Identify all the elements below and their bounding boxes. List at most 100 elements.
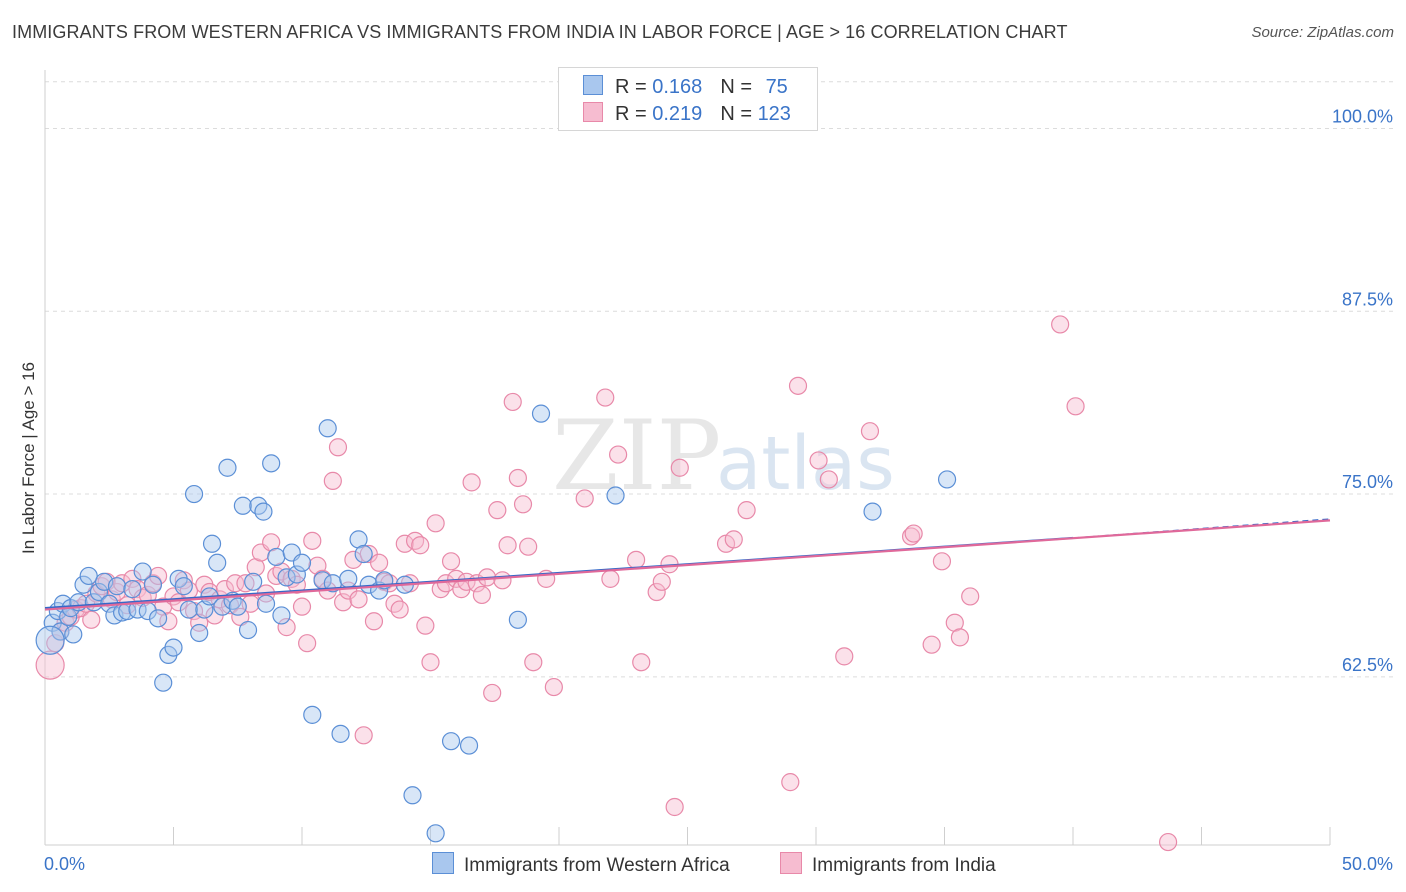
data-point: [277, 568, 296, 587]
data-point: [459, 736, 479, 755]
y-tick-label: 62.5%: [1342, 655, 1393, 675]
data-point: [123, 580, 142, 599]
legend-swatch-blue: [583, 75, 603, 95]
data-point: [292, 597, 312, 616]
data-point: [303, 705, 322, 724]
data-point: [781, 773, 800, 792]
data-point: [334, 593, 353, 612]
x-tick-label-min: 0.0%: [44, 854, 85, 874]
data-point: [626, 550, 646, 569]
data-point: [1158, 832, 1178, 852]
data-point: [508, 468, 527, 488]
data-point: [665, 797, 684, 817]
data-point: [208, 553, 227, 572]
bottom-legend-swatch-pink: [780, 852, 802, 874]
data-point: [190, 623, 209, 643]
data-point: [254, 502, 273, 521]
bottom-legend-western-africa: Immigrants from Western Africa: [432, 852, 730, 877]
data-point: [262, 454, 281, 473]
data-point: [937, 470, 957, 489]
y-tick-labels: 62.5% 75.0% 87.5% 100.0%: [1332, 106, 1393, 674]
data-point: [236, 574, 255, 593]
data-point: [503, 392, 522, 412]
data-point: [441, 732, 461, 751]
y-axis-label: In Labor Force | Age > 16: [19, 362, 38, 554]
india-points: [35, 315, 1178, 852]
data-point: [35, 625, 65, 655]
data-point: [416, 616, 435, 635]
data-point: [411, 536, 430, 555]
data-point: [609, 445, 628, 464]
data-point: [403, 786, 422, 805]
data-point: [488, 501, 507, 520]
western-africa-points: [35, 404, 957, 843]
data-point: [174, 577, 193, 596]
data-point: [256, 594, 276, 613]
data-point: [513, 495, 533, 514]
chart-title: IMMIGRANTS FROM WESTERN AFRICA VS IMMIGR…: [12, 22, 1068, 42]
data-point: [544, 677, 563, 697]
watermark-zip: ZIP: [552, 400, 721, 512]
data-point: [272, 606, 291, 625]
data-point: [74, 575, 93, 594]
data-point: [901, 527, 921, 546]
y-tick-label: 87.5%: [1342, 289, 1393, 309]
data-point: [228, 597, 247, 616]
data-point: [606, 486, 625, 505]
data-point: [303, 531, 322, 550]
data-point: [218, 458, 237, 477]
data-point: [519, 537, 538, 556]
watermark: ZIP atlas: [552, 400, 895, 512]
data-point: [819, 470, 838, 489]
data-point: [267, 547, 286, 567]
data-point: [1051, 315, 1070, 334]
data-point: [233, 496, 252, 515]
legend-n-value: 123: [757, 103, 791, 125]
data-point: [483, 683, 502, 703]
data-point: [89, 582, 109, 602]
data-point: [524, 653, 543, 672]
legend-swatch-pink: [583, 102, 603, 122]
data-point: [472, 585, 491, 605]
data-point: [238, 620, 258, 640]
bottom-legend-india: Immigrants from India: [780, 852, 996, 877]
legend-r-value: 0.168: [652, 76, 703, 98]
data-point: [107, 577, 127, 596]
data-point: [647, 582, 666, 602]
data-point: [331, 724, 350, 743]
data-point: [809, 451, 828, 470]
data-point: [277, 618, 296, 637]
y-tick-label: 100.0%: [1332, 106, 1393, 126]
data-point: [370, 553, 389, 572]
data-point: [493, 571, 512, 590]
data-point: [287, 575, 306, 594]
data-point: [596, 388, 615, 407]
data-point: [652, 572, 671, 591]
data-point: [922, 635, 941, 654]
trend-lines: [44, 518, 1331, 611]
trend-line-pink: [44, 519, 1331, 611]
legend-row-western-africa: R = 0.168 N = 75: [583, 75, 788, 99]
data-point: [287, 565, 306, 584]
data-point: [64, 625, 83, 644]
data-point: [349, 590, 368, 609]
data-point: [462, 473, 481, 492]
data-point: [788, 376, 808, 395]
axes: [44, 70, 1331, 846]
data-point: [159, 612, 178, 631]
data-point: [82, 610, 101, 629]
data-point: [508, 610, 527, 629]
data-point: [339, 569, 358, 588]
legend-r-value: 0.219: [652, 103, 703, 125]
data-point: [292, 553, 312, 572]
watermark-atlas: atlas: [716, 421, 895, 507]
data-point: [79, 566, 98, 586]
data-point: [154, 673, 173, 692]
data-point: [860, 422, 880, 441]
data-point: [950, 628, 970, 647]
data-point: [575, 489, 594, 508]
data-point: [385, 594, 404, 613]
legend-box: R = 0.168 N = 75 R = 0.219 N = 123: [558, 67, 818, 131]
data-point: [323, 471, 342, 490]
legend-n-value: 75: [765, 76, 788, 98]
